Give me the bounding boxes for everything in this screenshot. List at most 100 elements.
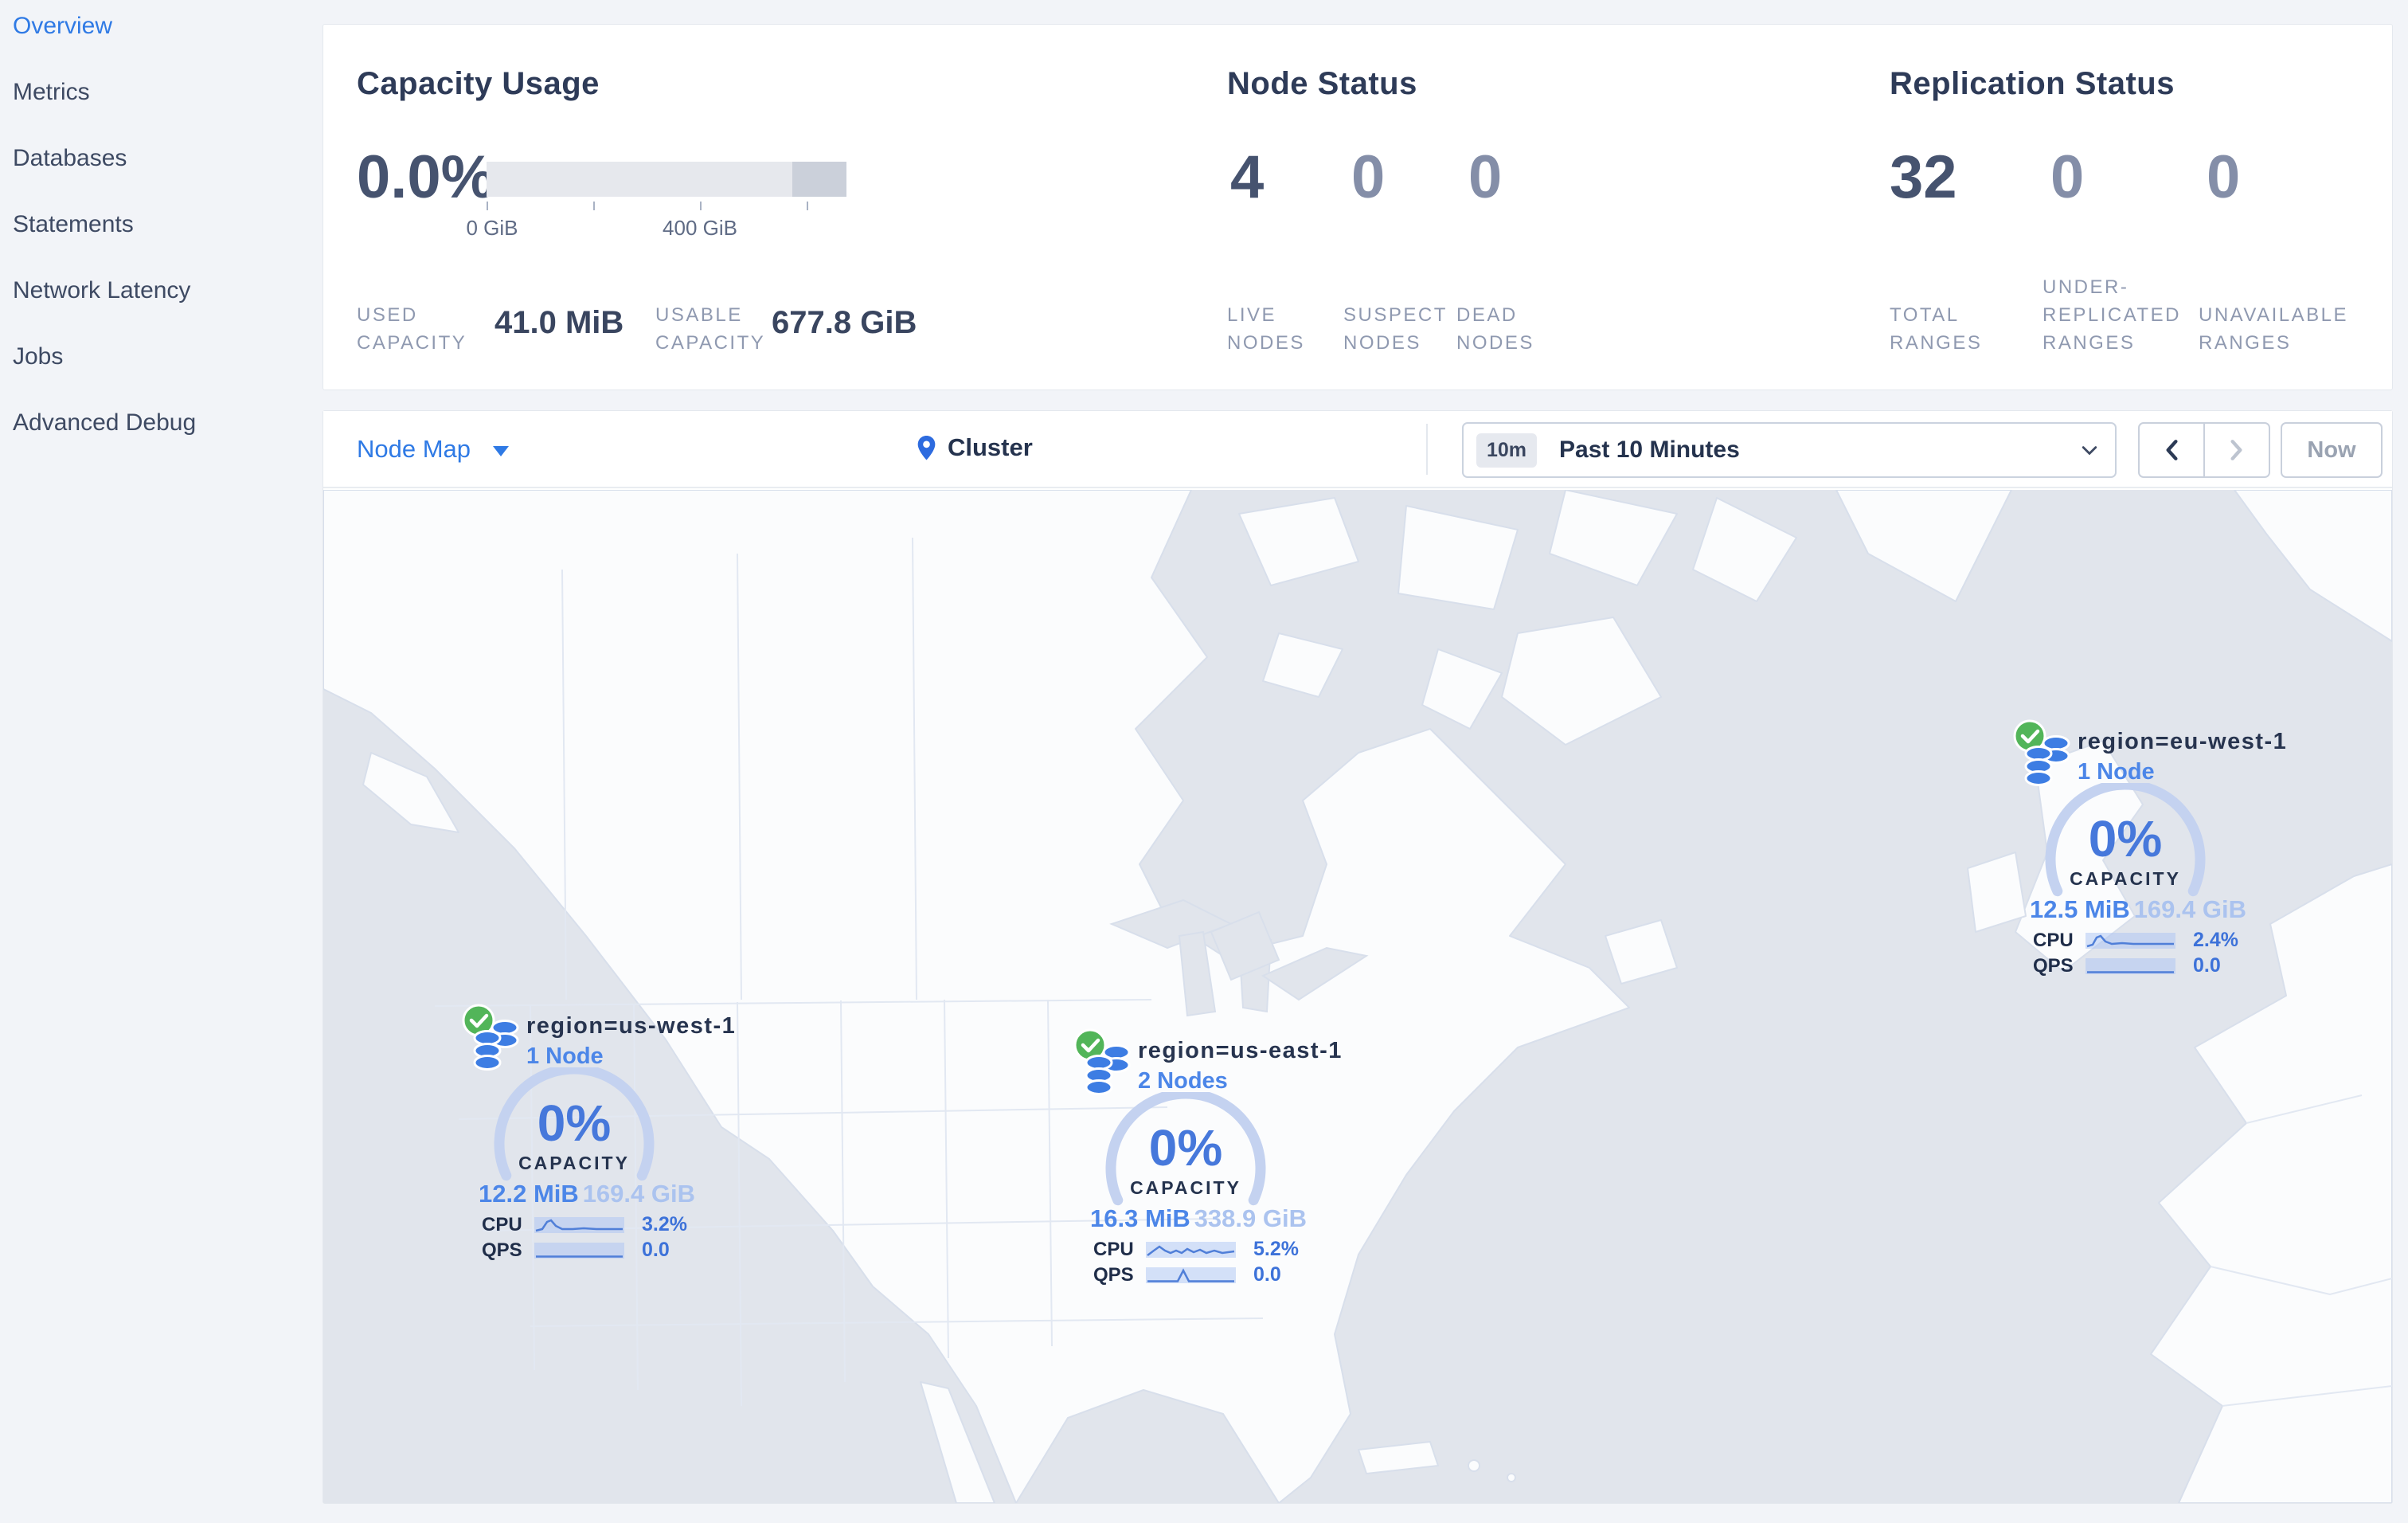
map-toolbar: Node Map Cluster 10m Past 10 Minutes <box>323 411 2392 488</box>
gauge-capacity-word: CAPACITY <box>518 1153 630 1173</box>
sidebar-item-network-latency[interactable]: Network Latency <box>13 277 191 303</box>
qps-value: 0.0 <box>1253 1263 1281 1286</box>
node-map[interactable]: region=us-west-1 1 Node 0% CAPACITY 12.2… <box>323 490 2392 1503</box>
under-replicated-ranges-count: 0 <box>2050 143 2085 211</box>
qps-value: 0.0 <box>642 1239 670 1261</box>
node-map-card: Node Map Cluster 10m Past 10 Minutes <box>322 410 2393 1504</box>
capacity-usage-percent: 0.0% <box>357 143 495 211</box>
qps-sparkline <box>2086 957 2175 974</box>
sidebar-item-jobs[interactable]: Jobs <box>13 343 64 370</box>
axis-tick <box>593 202 595 210</box>
capacity-usage-bar <box>487 162 846 197</box>
region-nodes-link[interactable]: 1 Node <box>2078 759 2155 785</box>
cpu-label: CPU <box>1093 1238 1134 1260</box>
sidebar-item-metrics[interactable]: Metrics <box>13 79 90 105</box>
sidebar-item-databases[interactable]: Databases <box>13 145 127 171</box>
qps-label: QPS <box>1093 1263 1134 1286</box>
qps-label: QPS <box>2033 954 2074 977</box>
region-total-capacity: 169.4 GiB <box>582 1180 695 1208</box>
gauge-capacity-word: CAPACITY <box>1130 1177 1241 1198</box>
cpu-label: CPU <box>482 1213 522 1235</box>
axis-tick-label-400: 400 GiB <box>663 216 737 240</box>
region-nodes-link[interactable]: 2 Nodes <box>1138 1068 1228 1094</box>
region-used-capacity: 12.5 MiB <box>2030 895 2130 923</box>
time-forward-button[interactable] <box>2205 424 2269 476</box>
chevron-left-icon <box>2166 440 2178 460</box>
axis-tick <box>807 202 808 210</box>
cpu-sparkline <box>2086 932 2175 949</box>
region-total-capacity: 169.4 GiB <box>2133 895 2246 923</box>
region-name: region=us-west-1 <box>526 1013 737 1039</box>
cpu-value: 5.2% <box>1253 1238 1299 1260</box>
unavailable-ranges-count: 0 <box>2207 143 2241 211</box>
time-step-buttons <box>2138 422 2270 478</box>
live-nodes-count: 4 <box>1230 143 1265 211</box>
sidebar-item-overview[interactable]: Overview <box>13 13 113 39</box>
cpu-value: 3.2% <box>642 1213 687 1235</box>
chevron-down-icon <box>493 445 510 456</box>
axis-tick <box>487 202 488 210</box>
time-back-button[interactable] <box>2140 424 2205 476</box>
now-button[interactable]: Now <box>2281 422 2383 478</box>
capacity-gauge: 0% CAPACITY <box>2045 783 2206 897</box>
cpu-value: 2.4% <box>2193 929 2238 951</box>
gauge-percent: 0% <box>2089 810 2163 867</box>
database-stack-icon <box>473 1020 519 1071</box>
axis-tick-label-0: 0 GiB <box>466 216 518 240</box>
used-capacity-value: 41.0 MiB <box>494 305 624 340</box>
cpu-label: CPU <box>2033 929 2074 951</box>
under-replicated-ranges-label: UNDER-REPLICATED RANGES <box>2042 276 2181 354</box>
time-range-badge: 10m <box>1476 433 1538 468</box>
suspect-nodes-label: SUSPECT NODES <box>1343 304 1448 354</box>
region-name: region=eu-west-1 <box>2078 729 2288 754</box>
gauge-capacity-word: CAPACITY <box>2070 868 2181 889</box>
region-total-capacity: 338.9 GiB <box>1194 1204 1307 1232</box>
qps-sparkline <box>534 1242 624 1259</box>
qps-label: QPS <box>482 1239 522 1261</box>
cluster-summary-card: Capacity Usage 0.0% 0 GiB 400 GiB USED C… <box>322 24 2393 390</box>
capacity-bar-unusable-segment <box>792 162 846 197</box>
capacity-gauge: 0% CAPACITY <box>1105 1092 1266 1206</box>
sidebar: Overview Metrics Databases Statements Ne… <box>0 0 322 1523</box>
time-range-select[interactable]: 10m Past 10 Minutes <box>1462 422 2117 478</box>
capacity-gauge: 0% CAPACITY <box>494 1067 655 1181</box>
view-selector-label: Node Map <box>357 435 471 463</box>
database-stack-icon <box>1085 1044 1131 1095</box>
map-pin-icon <box>917 435 936 460</box>
usable-capacity-value: 677.8 GiB <box>772 305 917 340</box>
region-nodes-link[interactable]: 1 Node <box>526 1043 604 1069</box>
chevron-right-icon <box>2230 440 2242 460</box>
axis-tick <box>700 202 702 210</box>
database-stack-icon <box>2024 735 2070 786</box>
time-range-label: Past 10 Minutes <box>1559 437 1740 463</box>
dead-nodes-label: DEAD NODES <box>1456 304 1534 354</box>
gauge-percent: 0% <box>538 1094 612 1152</box>
replication-status-title: Replication Status <box>1890 66 2175 101</box>
chevron-down-icon <box>2082 445 2097 455</box>
sidebar-item-advanced-debug[interactable]: Advanced Debug <box>13 409 197 436</box>
qps-sparkline <box>1146 1267 1236 1283</box>
region-used-capacity: 12.2 MiB <box>479 1180 579 1208</box>
cpu-sparkline <box>534 1216 624 1233</box>
region-used-capacity: 16.3 MiB <box>1090 1204 1190 1232</box>
qps-value: 0.0 <box>2193 954 2221 977</box>
suspect-nodes-count: 0 <box>1351 143 1386 211</box>
sidebar-item-statements[interactable]: Statements <box>13 211 134 237</box>
usable-capacity-label: USABLE CAPACITY <box>655 304 766 354</box>
cpu-sparkline <box>1146 1241 1236 1258</box>
total-ranges-label: TOTAL RANGES <box>1890 304 1983 354</box>
capacity-usage-title: Capacity Usage <box>357 66 600 101</box>
breadcrumb[interactable]: Cluster <box>917 433 1033 462</box>
gauge-percent: 0% <box>1149 1119 1223 1177</box>
breadcrumb-label: Cluster <box>948 433 1033 461</box>
total-ranges-count: 32 <box>1890 143 1957 211</box>
view-selector-dropdown[interactable]: Node Map <box>357 435 510 464</box>
dead-nodes-count: 0 <box>1468 143 1503 211</box>
unavailable-ranges-label: UNAVAILABLE RANGES <box>2199 304 2349 354</box>
world-map-graphic <box>323 490 2392 1503</box>
live-nodes-label: LIVE NODES <box>1227 304 1305 354</box>
node-status-title: Node Status <box>1227 66 1417 101</box>
used-capacity-label: USED CAPACITY <box>357 304 467 354</box>
toolbar-divider <box>1426 424 1428 475</box>
region-name: region=us-east-1 <box>1138 1038 1343 1063</box>
